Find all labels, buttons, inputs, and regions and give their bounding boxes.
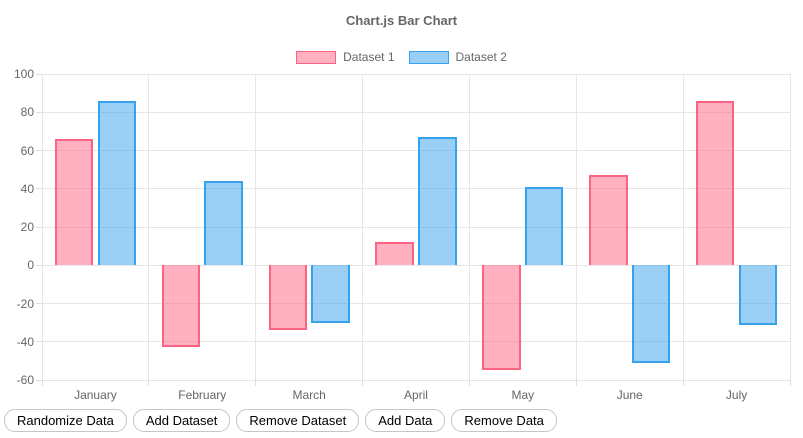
y-axis-tick <box>36 303 42 304</box>
gridline-horizontal <box>42 226 790 228</box>
legend-swatch-icon <box>408 50 449 64</box>
gridline-horizontal <box>42 188 790 190</box>
remove-dataset-button[interactable]: Remove Dataset <box>236 409 360 432</box>
x-axis-tick <box>148 380 150 386</box>
randomize-data-button[interactable]: Randomize Data <box>4 409 127 432</box>
y-tick-label: -20 <box>16 296 34 311</box>
y-tick-label: 60 <box>20 143 34 158</box>
x-tick-label: February <box>178 388 227 402</box>
add-dataset-button[interactable]: Add Dataset <box>132 409 231 432</box>
gridline-vertical <box>148 74 150 380</box>
y-axis-tick <box>36 111 42 113</box>
bar-dataset-1-january[interactable] <box>54 139 94 266</box>
x-tick-label: April <box>403 388 428 402</box>
gridline-horizontal <box>42 264 790 266</box>
x-tick-label: July <box>725 388 748 402</box>
gridline-horizontal <box>42 303 790 304</box>
bar-dataset-2-january[interactable] <box>97 100 137 266</box>
y-tick-label: 20 <box>20 220 34 234</box>
x-tick-label: May <box>511 388 535 402</box>
gridline-vertical <box>789 74 791 380</box>
y-axis-tick <box>36 341 42 343</box>
x-tick-label: January <box>74 388 117 402</box>
x-axis-tick <box>255 380 257 386</box>
y-tick-label: -60 <box>16 373 34 387</box>
chart-title: Chart.js Bar Chart <box>345 13 458 28</box>
y-tick-label: 0 <box>27 258 34 273</box>
gridline-horizontal <box>42 379 790 381</box>
legend-label: Dataset 1 <box>343 50 395 64</box>
bar-dataset-2-february[interactable] <box>204 181 243 266</box>
x-tick-label: March <box>292 388 326 402</box>
y-axis-tick <box>36 264 42 266</box>
legend-label: Dataset 2 <box>455 50 507 64</box>
x-axis-tick <box>41 380 43 386</box>
x-axis-tick <box>362 380 364 386</box>
toolbar: Randomize Data Add Dataset Remove Dataset A… <box>4 409 557 432</box>
bar-dataset-2-march[interactable] <box>311 265 350 323</box>
bar-dataset-1-march[interactable] <box>268 265 307 331</box>
y-axis-tick <box>36 188 42 190</box>
bar-dataset-2-july[interactable] <box>738 265 778 325</box>
legend-swatch-icon <box>296 50 337 64</box>
gridline-vertical <box>682 74 684 380</box>
y-tick-label: 40 <box>20 181 34 196</box>
y-axis-tick <box>36 226 42 228</box>
bar-dataset-2-june[interactable] <box>631 265 671 363</box>
gridline-vertical <box>468 74 470 380</box>
x-axis-tick <box>789 380 791 386</box>
x-axis-tick <box>682 380 684 386</box>
y-axis-tick <box>36 379 42 381</box>
x-axis-tick <box>575 380 577 386</box>
gridline-vertical <box>255 74 257 380</box>
y-axis-tick <box>36 150 42 151</box>
gridline-vertical <box>41 74 43 380</box>
bar-dataset-1-february[interactable] <box>161 265 201 348</box>
y-tick-label: 80 <box>20 105 34 120</box>
bar-dataset-1-april[interactable] <box>375 242 414 266</box>
remove-data-button[interactable]: Remove Data <box>451 409 557 432</box>
x-axis-tick <box>468 380 470 386</box>
bar-dataset-1-june[interactable] <box>589 175 628 266</box>
y-tick-label: -40 <box>16 334 34 349</box>
gridline-horizontal <box>42 150 790 151</box>
legend: Dataset 1 Dataset 2 <box>0 50 803 64</box>
legend-item-dataset-1[interactable]: Dataset 1 <box>296 50 395 64</box>
y-axis-tick <box>36 73 42 75</box>
gridline-vertical <box>575 74 577 380</box>
bar-dataset-2-april[interactable] <box>418 137 457 266</box>
gridline-vertical <box>362 74 364 380</box>
x-tick-label: June <box>616 388 643 402</box>
legend-item-dataset-2[interactable]: Dataset 2 <box>408 50 507 64</box>
bar-dataset-1-july[interactable] <box>695 100 735 266</box>
y-tick-label: 100 <box>13 67 34 81</box>
bar-dataset-2-may[interactable] <box>524 186 564 266</box>
gridline-horizontal <box>42 111 790 113</box>
add-data-button[interactable]: Add Data <box>365 409 446 432</box>
gridline-horizontal <box>42 341 790 343</box>
gridline-horizontal <box>42 73 790 75</box>
bar-dataset-1-may[interactable] <box>482 265 521 371</box>
